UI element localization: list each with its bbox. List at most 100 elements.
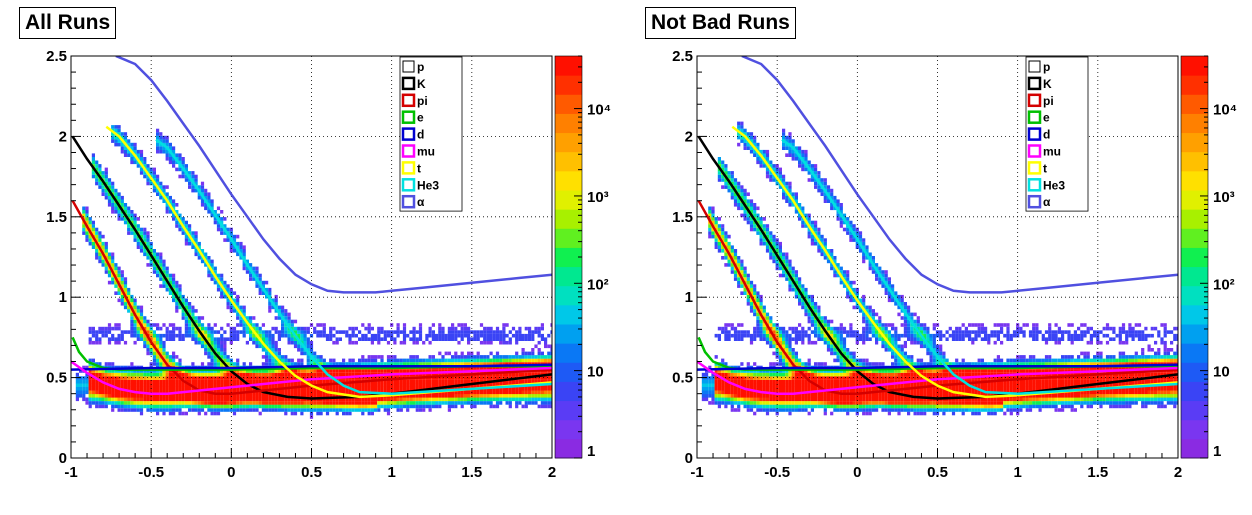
density-cell (319, 362, 323, 366)
density-cell (194, 178, 198, 182)
density-cell (524, 351, 528, 356)
density-cell (765, 397, 770, 402)
density-cell (737, 259, 741, 264)
density-cell (290, 326, 294, 331)
density-cell (492, 330, 496, 334)
density-cell (435, 337, 439, 341)
density-cell (399, 369, 403, 373)
density-cell (438, 376, 442, 380)
density-cell (801, 376, 805, 380)
density-cell (213, 390, 217, 395)
density-cell (746, 217, 750, 221)
density-cell (733, 199, 738, 203)
density-cell (447, 394, 451, 398)
density-cell (759, 337, 763, 341)
density-cell (788, 383, 792, 387)
density-cell (172, 358, 176, 363)
density-cell (451, 397, 455, 402)
density-cell (778, 372, 782, 377)
density-cell (130, 302, 134, 306)
density-cell (733, 379, 738, 384)
density-cell (191, 386, 195, 391)
density-cell (746, 298, 750, 303)
density-cell (772, 241, 776, 246)
density-cell (342, 397, 346, 402)
density-cell (252, 323, 256, 327)
density-cell (306, 394, 310, 398)
density-cell (325, 408, 330, 412)
density-cell (444, 337, 448, 341)
density-cell (358, 383, 362, 387)
density-cell (175, 404, 179, 409)
density-cell (788, 344, 792, 349)
density-cell (775, 394, 779, 398)
density-cell (749, 383, 754, 387)
density-cell (479, 401, 484, 405)
density-cell (749, 404, 754, 409)
density-cell (255, 408, 259, 412)
density-cell (181, 337, 185, 341)
density-cell (791, 139, 795, 143)
density-cell (740, 333, 744, 338)
density-cell (281, 355, 285, 359)
density-cell (149, 383, 153, 387)
density-cell (191, 330, 195, 334)
density-cell (194, 376, 198, 380)
density-cell (159, 185, 163, 189)
density-cell (406, 408, 410, 412)
density-cell (300, 401, 304, 405)
density-cell (114, 125, 118, 129)
density-cell (534, 358, 538, 363)
density-cell (88, 383, 92, 387)
density-cell (348, 390, 352, 395)
density-cell (200, 188, 205, 193)
density-cell (82, 394, 86, 398)
density-cell (740, 266, 744, 271)
density-cell (759, 238, 763, 242)
density-cell (236, 241, 240, 246)
density-cell (515, 404, 519, 409)
legend-marker-d (401, 127, 416, 141)
density-cell (730, 397, 734, 402)
density-cell (782, 404, 786, 409)
density-cell (342, 408, 346, 412)
density-cell (136, 238, 140, 242)
density-cell (473, 355, 477, 359)
density-cell (740, 390, 744, 395)
density-cell (252, 376, 256, 380)
density-cell (156, 369, 160, 373)
density-cell (454, 379, 458, 384)
density-cell (261, 376, 265, 380)
density-cell (794, 270, 798, 274)
density-cell (727, 259, 731, 264)
density-cell (386, 408, 391, 412)
density-cell (236, 401, 240, 405)
density-cell (172, 408, 176, 412)
density-cell (765, 372, 770, 377)
density-cell (172, 323, 176, 327)
density-cell (518, 326, 522, 331)
density-cell (316, 408, 320, 412)
density-cell (749, 298, 754, 303)
density-cell (178, 386, 182, 391)
density-cell (361, 411, 365, 416)
density-cell (139, 408, 144, 412)
density-cell (133, 326, 137, 331)
density-cell (746, 376, 750, 380)
density-cell (528, 401, 532, 405)
density-cell (727, 323, 731, 327)
density-cell (380, 376, 384, 380)
density-cell (733, 372, 738, 377)
density-cell (717, 365, 721, 370)
density-cell (759, 372, 763, 377)
density-cell (775, 376, 779, 380)
density-cell (191, 245, 195, 249)
density-cell (114, 372, 118, 377)
density-cell (325, 411, 330, 416)
density-cell (200, 185, 205, 189)
density-cell (168, 411, 172, 416)
density-cell (107, 330, 112, 334)
density-cell (184, 238, 188, 242)
density-cell (293, 390, 298, 395)
density-cell (159, 362, 163, 366)
